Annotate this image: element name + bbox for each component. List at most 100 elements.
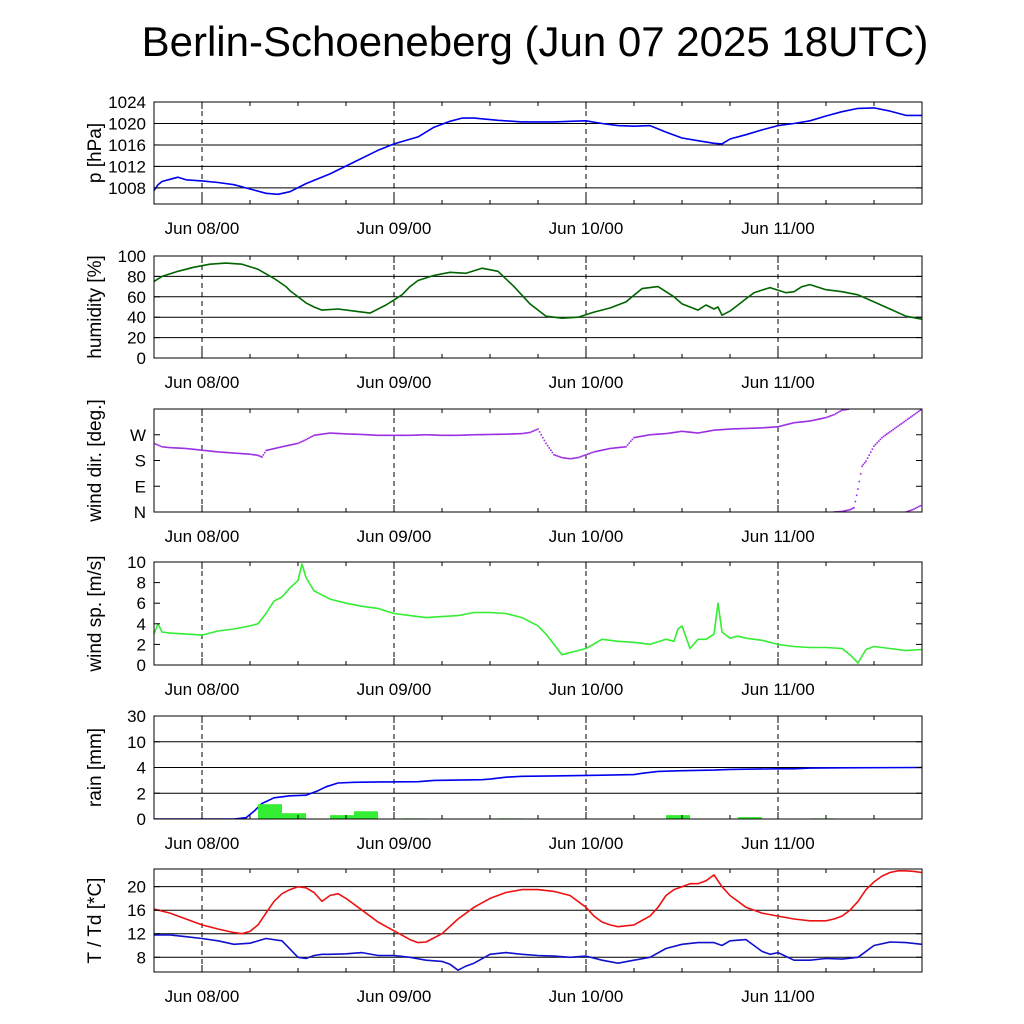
wind-direction-point	[735, 428, 737, 430]
wind-direction-point	[543, 439, 546, 442]
wind-direction-point	[324, 432, 327, 435]
wind-direction-point	[319, 433, 321, 436]
wind-direction-point	[720, 428, 723, 431]
wind-direction-point	[778, 425, 781, 428]
wind-direction-point	[613, 447, 616, 449]
wind-direction-point	[623, 446, 626, 448]
wind-direction-point	[815, 418, 817, 421]
wind-direction-point	[911, 508, 914, 511]
wind-direction-point	[540, 433, 542, 436]
wind-direction-point	[903, 420, 906, 423]
wind-direction-point	[518, 432, 520, 435]
wind-direction-point	[583, 454, 586, 457]
y-tick-label: 0	[137, 349, 146, 368]
wind-direction-point	[189, 448, 192, 450]
wind-direction-point	[575, 457, 578, 459]
wind-direction-point	[879, 438, 882, 441]
wind-direction-point	[538, 431, 541, 433]
wind-direction-point	[771, 426, 773, 428]
wind-direction-point	[524, 432, 526, 434]
wind-direction-point	[898, 424, 901, 426]
wind-direction-point	[377, 434, 379, 437]
wind-direction-point	[167, 446, 170, 449]
wind-direction-point	[910, 509, 912, 512]
wind-direction-point	[244, 453, 247, 455]
wind-direction-point	[220, 451, 222, 453]
wind-direction-point	[513, 433, 516, 435]
x-tick-label: Jun 09/00	[357, 680, 432, 699]
x-tick-label: Jun 11/00	[741, 373, 814, 392]
wind-direction-point	[889, 431, 891, 433]
wind-direction-point	[870, 451, 872, 453]
wind-direction-point	[196, 448, 199, 451]
wind-direction-point	[255, 454, 258, 456]
wind-direction-point	[175, 447, 177, 449]
y-tick-label: W	[130, 426, 146, 445]
wind-direction-point	[671, 431, 673, 434]
wind-direction-point	[644, 434, 647, 437]
wind-direction-point	[762, 426, 765, 429]
wind-direction-point	[788, 423, 791, 425]
wind-direction-point	[495, 433, 497, 436]
wind-direction-point	[419, 434, 421, 436]
wind-direction-point	[558, 455, 560, 458]
wind-direction-point	[548, 447, 550, 449]
plot-area	[154, 766, 922, 819]
wind-direction-point	[433, 434, 436, 436]
wind-direction-point	[556, 455, 558, 457]
wind-direction-point	[570, 457, 573, 460]
y-tick-label: 80	[127, 267, 146, 286]
wind-direction-point	[285, 445, 288, 447]
wind-direction-point	[833, 413, 835, 416]
wind-direction-point	[692, 431, 695, 434]
wind-direction-point	[275, 447, 277, 449]
wind-direction-point	[497, 433, 500, 436]
wind-direction-point	[261, 456, 263, 458]
wind-direction-point	[429, 434, 432, 436]
wind-direction-point	[378, 434, 381, 437]
wind-direction-point	[876, 441, 878, 444]
plot-area	[154, 409, 922, 512]
y-tick-label: 1024	[108, 93, 146, 112]
wind-direction-point	[208, 450, 211, 452]
wind-direction-point	[716, 429, 718, 431]
wind-direction-point	[441, 434, 443, 437]
wind-direction-point	[742, 427, 744, 430]
wind-direction-point	[191, 448, 193, 450]
wind-direction-point	[383, 434, 385, 437]
humidity-line	[154, 262, 922, 320]
wind-direction-point	[471, 434, 474, 436]
wind-direction-point	[675, 431, 677, 433]
wind-direction-point	[604, 448, 607, 451]
wind-direction-point	[240, 452, 243, 455]
wind-direction-point	[438, 434, 440, 437]
wind-direction-point	[826, 416, 829, 418]
wind-direction-point	[717, 429, 720, 431]
wind-direction-point	[681, 430, 683, 433]
wind-direction-point	[919, 504, 922, 507]
wind-direction-point	[410, 434, 413, 437]
wind-direction-point	[703, 431, 705, 433]
wind-direction-point	[303, 439, 306, 442]
wind-direction-point	[209, 450, 212, 452]
wind-direction-point	[825, 416, 827, 419]
wind-direction-point	[461, 434, 464, 436]
y-axis-label: wind sp. [m/s]	[85, 555, 106, 672]
wind-direction-point	[822, 417, 824, 420]
wind-direction-point	[823, 417, 826, 419]
wind-direction-point	[214, 450, 216, 453]
wind-direction-point	[554, 454, 557, 457]
wind-direction-point	[606, 448, 608, 450]
wind-direction-point	[850, 508, 853, 510]
y-axis-label: humidity [%]	[85, 255, 106, 358]
wind-direction-point	[919, 409, 922, 411]
x-tick-label: Jun 11/00	[741, 527, 814, 546]
wind-direction-point	[176, 447, 179, 449]
wind-direction-point	[755, 427, 757, 429]
wind-direction-point	[900, 423, 902, 425]
wind-direction-point	[374, 434, 376, 436]
wind-direction-point	[685, 430, 688, 433]
wind-direction-point	[188, 447, 190, 450]
wind-direction-point	[439, 434, 442, 437]
wind-direction-point	[646, 434, 648, 437]
